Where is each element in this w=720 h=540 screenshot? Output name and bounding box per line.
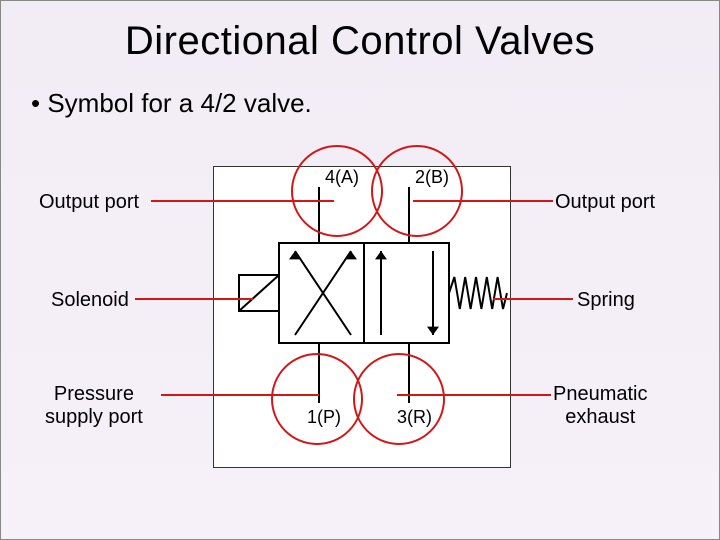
label-output-port-right: Output port [555, 191, 655, 214]
svg-text:1(P): 1(P) [307, 407, 341, 427]
label-pneumatic-exhaust: Pneumaticexhaust [553, 383, 648, 429]
diagram-area: 4(A) 2(B) 1(P) 3(R) Output port Output port… [1, 151, 720, 521]
page-title: Directional Control Valves [1, 1, 719, 64]
label-output-port-left: Output port [39, 191, 139, 214]
label-solenoid: Solenoid [51, 289, 129, 312]
svg-text:2(B): 2(B) [415, 167, 449, 187]
svg-text:3(R): 3(R) [397, 407, 432, 427]
label-pressure-supply: Pressuresupply port [45, 383, 143, 429]
bullet-text: • Symbol for a 4/2 valve. [1, 64, 719, 119]
label-spring: Spring [577, 289, 635, 312]
svg-text:4(A): 4(A) [325, 167, 359, 187]
